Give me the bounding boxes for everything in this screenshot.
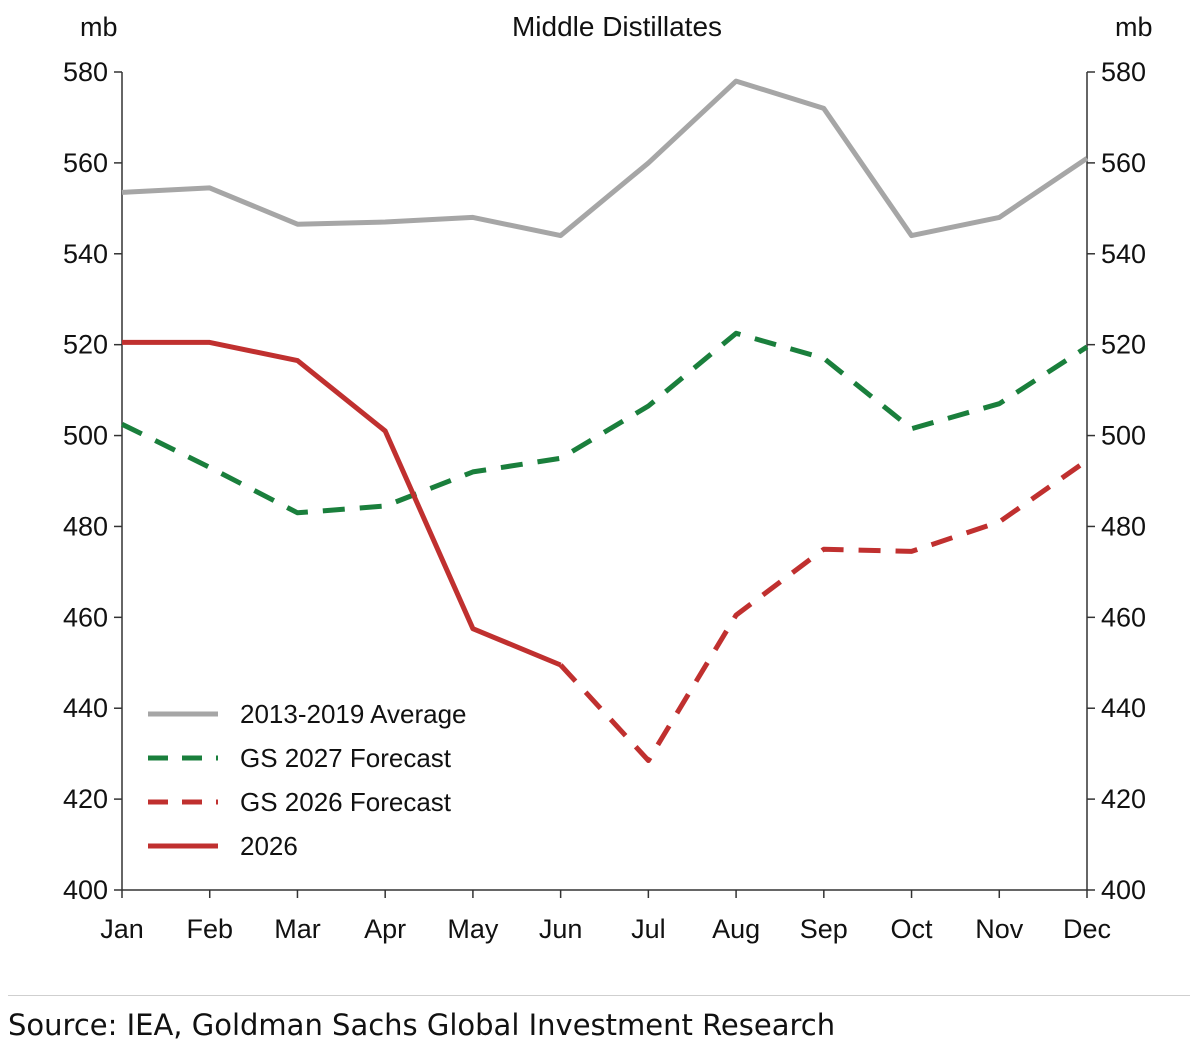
left-y-tick-label: 400 [63,875,108,905]
right-y-tick-label: 540 [1101,239,1146,269]
source-note: Source: IEA, Goldman Sachs Global Invest… [8,1008,836,1042]
x-tick-label: Mar [274,914,321,944]
chart-title: Middle Distillates [512,11,722,42]
x-tick-label: Dec [1063,914,1111,944]
left-y-tick-label: 560 [63,148,108,178]
right-y-tick-label: 560 [1101,148,1146,178]
left-y-tick-label: 420 [63,784,108,814]
right-y-tick-label: 520 [1101,330,1146,360]
legend-label-1: GS 2027 Forecast [240,743,452,773]
right-y-tick-label: 580 [1101,57,1146,87]
legend: 2013-2019 Average GS 2027 Forecast GS 2026… [148,699,467,861]
left-y-tick-label: 480 [63,511,108,541]
legend-label-0: 2013-2019 Average [240,699,467,729]
left-y-tick-label: 580 [63,57,108,87]
x-tick-label: Oct [891,914,934,944]
x-tick-label: Jul [631,914,666,944]
x-tick-label: Feb [186,914,233,944]
series-layer [120,78,1089,763]
middle-distillates-chart: Middle Distillates mb mb 400 400 420 420 440… [63,11,1153,944]
x-tick-label: Nov [975,914,1024,944]
right-axis-unit: mb [1115,12,1153,42]
legend-label-3: 2026 [240,831,298,861]
right-y-tick-label: 440 [1101,693,1146,723]
left-y-tick-label: 460 [63,602,108,632]
legend-label-2: GS 2026 Forecast [240,787,452,817]
x-tick-label: Sep [800,914,848,944]
right-y-tick-label: 500 [1101,421,1146,451]
series-line-0 [121,78,1089,239]
left-y-tick-label: 540 [63,239,108,269]
left-y-tick-label: 520 [63,330,108,360]
left-y-tick-label: 500 [63,421,108,451]
right-y-tick-label: 420 [1101,784,1146,814]
series-line-1 [120,330,1089,516]
right-y-tick-label: 400 [1101,875,1146,905]
left-y-tick-label: 440 [63,693,108,723]
x-tick-label: Jun [539,914,583,944]
x-tick-label: Aug [712,914,760,944]
x-tick-label: May [447,914,499,944]
x-tick-label: Jan [100,914,144,944]
series-line-3 [122,339,562,668]
right-y-tick-label: 480 [1101,511,1146,541]
divider [8,995,1190,996]
x-tick-label: Apr [364,914,406,944]
right-y-tick-label: 460 [1101,602,1146,632]
left-axis-unit: mb [80,12,118,42]
axes: 400 400 420 420 440 440 460 460 480 480 500 500 520 5… [63,57,1146,944]
series-line-2 [558,458,1089,763]
